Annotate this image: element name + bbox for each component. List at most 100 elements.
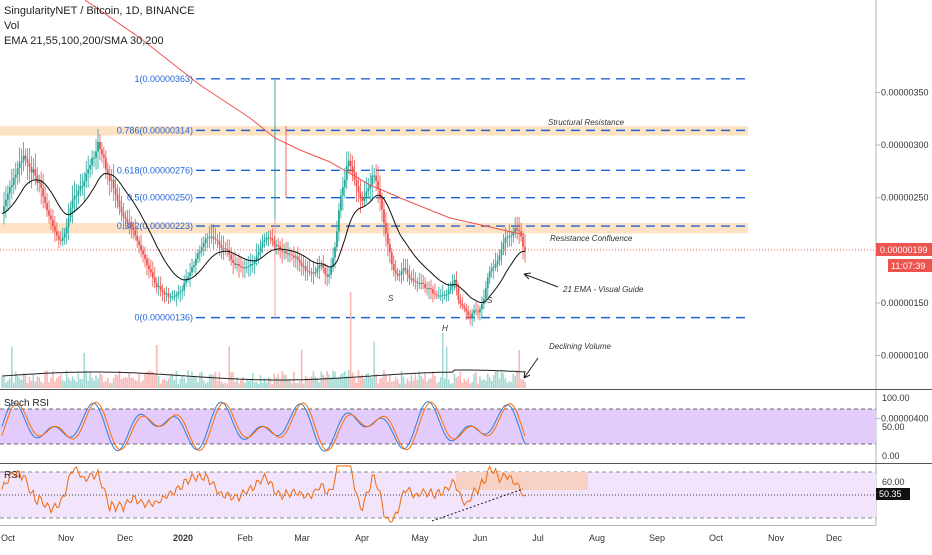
candle-body xyxy=(396,273,399,276)
candle-body xyxy=(310,272,313,274)
time-axis-label: Oct xyxy=(1,533,16,543)
candle-body xyxy=(347,160,350,167)
volume-bar xyxy=(287,380,289,388)
volume-bar xyxy=(420,375,422,388)
time-axis-label: Dec xyxy=(826,533,843,543)
volume-bar xyxy=(81,379,84,388)
volume-bar xyxy=(406,378,409,388)
volume-bar xyxy=(441,333,444,388)
candle-body xyxy=(343,179,346,188)
volume-bar xyxy=(87,380,89,388)
candle-body xyxy=(289,253,291,255)
price-tick-label: 0.00000400 xyxy=(881,414,929,424)
candle-body xyxy=(48,210,50,216)
candle-body xyxy=(367,188,370,192)
volume-bar xyxy=(165,380,168,388)
candle-body xyxy=(514,228,517,233)
candle-body xyxy=(85,173,88,181)
candle-body xyxy=(365,191,368,197)
candle-body xyxy=(102,154,105,158)
candle-body xyxy=(210,236,213,238)
candle-body xyxy=(36,175,39,183)
candle-body xyxy=(322,265,325,269)
candle-body xyxy=(475,310,477,312)
candle-body xyxy=(83,180,86,187)
candle-body xyxy=(238,263,240,267)
candle-body xyxy=(253,260,256,264)
candle-body xyxy=(234,262,236,266)
candle-body xyxy=(424,283,427,289)
candle-body xyxy=(263,239,266,242)
candle-body xyxy=(157,286,160,288)
candle-body xyxy=(95,151,97,158)
candle-body xyxy=(422,282,425,284)
candle-body xyxy=(292,255,295,258)
volume-bar xyxy=(22,373,25,388)
candle-body xyxy=(155,282,158,288)
candle-body xyxy=(114,188,117,195)
candle-body xyxy=(267,237,270,239)
volume-bar xyxy=(383,370,385,388)
candle-body xyxy=(273,240,276,246)
volume-bar xyxy=(518,350,520,388)
volume-arrow xyxy=(523,357,539,379)
volume-bar xyxy=(108,382,111,388)
volume-bar xyxy=(304,375,307,388)
candle-body xyxy=(437,295,440,297)
volume-bar xyxy=(97,378,99,388)
volume-bar xyxy=(122,377,125,388)
price-badge xyxy=(876,243,932,256)
volume-bar xyxy=(159,383,162,388)
volume-bar xyxy=(467,378,469,388)
rsi-trendline xyxy=(431,488,524,522)
candle-body xyxy=(91,157,94,166)
time-axis-label: Nov xyxy=(768,533,785,543)
volume-bar xyxy=(136,380,138,388)
volume-bar xyxy=(449,383,452,388)
volume-bar xyxy=(257,383,260,388)
volume-bar xyxy=(67,377,70,388)
candle-body xyxy=(467,311,470,316)
ema21-line xyxy=(1,172,525,304)
volume-bar xyxy=(12,382,15,388)
volume-bar xyxy=(295,382,297,388)
volume-bar xyxy=(132,377,135,388)
candle-body xyxy=(3,206,5,214)
volume-bar xyxy=(7,380,9,388)
candle-body xyxy=(179,291,182,293)
volume-bar xyxy=(279,379,281,388)
fib-level-label: 0.618(0.00000276) xyxy=(117,165,193,175)
candle-body xyxy=(57,235,60,240)
volume-bar xyxy=(363,378,366,388)
time-axis-label: Apr xyxy=(355,533,369,543)
candle-body xyxy=(383,209,385,223)
candle-body xyxy=(38,180,41,183)
volume-bar xyxy=(128,372,131,388)
volume-bar xyxy=(316,378,319,388)
volume-bar xyxy=(477,383,479,388)
volume-bar xyxy=(32,374,35,388)
rsi-resistance-zone xyxy=(456,472,588,490)
volume-bar xyxy=(496,370,499,388)
head-shoulders-head-label: H xyxy=(442,324,448,333)
volume-bar xyxy=(424,372,426,388)
volume-bar xyxy=(328,374,330,388)
candle-body xyxy=(447,290,450,295)
price-badge-value: 0.00000199 xyxy=(880,245,928,255)
candle-body xyxy=(300,262,303,267)
candle-body xyxy=(79,186,82,191)
volume-bar xyxy=(140,382,142,388)
candle-body xyxy=(177,292,180,295)
candle-body xyxy=(351,166,354,173)
volume-bar xyxy=(387,381,389,388)
candle-body xyxy=(87,169,90,174)
candle-body xyxy=(153,277,156,283)
structural-resistance-annotation: Structural Resistance xyxy=(548,118,625,127)
candle-body xyxy=(394,270,397,274)
candle-body xyxy=(132,227,135,231)
candle-body xyxy=(339,195,342,211)
candle-body xyxy=(226,249,229,251)
price-tick-label: 0.00000300 xyxy=(881,140,929,150)
candle-body xyxy=(42,188,45,197)
volume-bar xyxy=(130,377,133,388)
